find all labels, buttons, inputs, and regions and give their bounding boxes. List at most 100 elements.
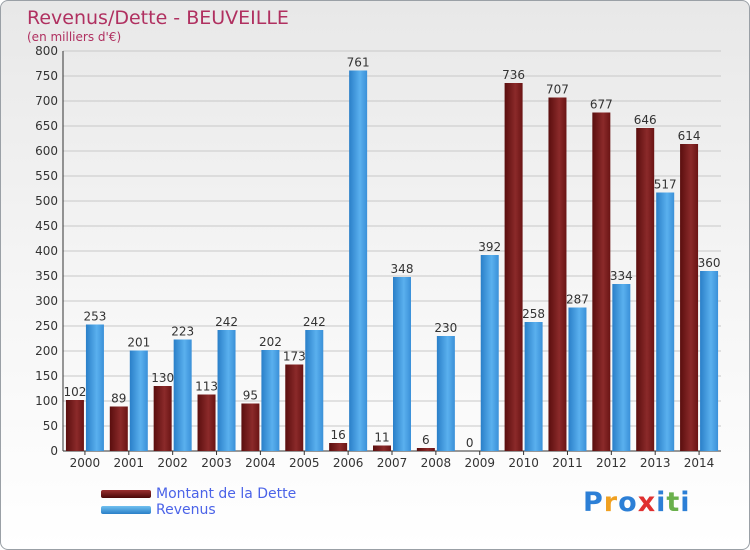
bar-revenus	[173, 339, 192, 451]
y-tick-label: 400	[35, 244, 58, 258]
bar-revenus	[129, 350, 148, 451]
x-tick-label: 2004	[245, 456, 276, 470]
data-label: 102	[63, 385, 86, 399]
y-tick-label: 550	[35, 169, 58, 183]
bar-dette	[373, 445, 391, 451]
bar-dette	[329, 443, 348, 451]
x-tick-label: 2014	[684, 456, 715, 470]
bar-revenus	[524, 322, 543, 451]
bar-revenus	[349, 70, 368, 451]
data-label: 761	[347, 56, 370, 70]
logo-letter: r	[603, 487, 619, 518]
bar-revenus	[261, 350, 280, 451]
data-label: 201	[127, 336, 150, 350]
data-label: 707	[546, 83, 569, 97]
y-tick-label: 600	[35, 144, 58, 158]
data-label: 113	[195, 380, 218, 394]
y-tick-label: 750	[35, 69, 58, 83]
bar-dette	[65, 400, 84, 451]
x-tick-label: 2009	[464, 456, 495, 470]
data-label: 517	[654, 178, 677, 192]
bar-revenus	[700, 271, 719, 451]
data-label: 130	[151, 371, 174, 385]
bar-revenus	[568, 307, 587, 451]
y-tick-label: 500	[35, 194, 58, 208]
logo-letter: P	[583, 487, 604, 518]
x-tick-label: 2008	[421, 456, 452, 470]
x-tick-label: 2011	[552, 456, 583, 470]
data-label: 202	[259, 335, 282, 349]
x-tick-label: 2006	[333, 456, 364, 470]
legend-label-revenus: Revenus	[156, 502, 216, 518]
data-label: 677	[590, 98, 613, 112]
y-tick-label: 50	[43, 419, 58, 433]
y-tick-label: 0	[50, 444, 58, 458]
data-label: 253	[83, 310, 106, 324]
data-label: 392	[478, 240, 501, 254]
bar-dette	[109, 406, 128, 451]
bar-revenus	[656, 192, 675, 451]
y-tick-label: 300	[35, 294, 58, 308]
data-label: 173	[283, 350, 306, 364]
x-tick-label: 2005	[289, 456, 320, 470]
logo-letter: x	[637, 487, 657, 518]
bar-revenus	[612, 284, 631, 451]
logo-letter: i	[680, 487, 691, 518]
bar-dette	[636, 128, 655, 451]
x-tick-label: 2001	[114, 456, 145, 470]
x-tick-label: 2002	[157, 456, 188, 470]
data-label: 360	[698, 256, 721, 270]
legend-swatch-dette	[101, 490, 151, 498]
y-tick-label: 200	[35, 344, 58, 358]
x-tick-label: 2000	[70, 456, 101, 470]
data-label: 614	[678, 129, 701, 143]
y-tick-label: 450	[35, 219, 58, 233]
data-label: 0	[466, 436, 474, 450]
bar-revenus	[217, 330, 236, 451]
bar-dette	[416, 448, 435, 451]
bar-dette	[592, 112, 611, 451]
data-label: 348	[391, 262, 414, 276]
bar-dette	[680, 144, 699, 451]
bar-dette	[285, 364, 304, 451]
bar-dette	[504, 83, 523, 451]
legend-label-dette: Montant de la Dette	[156, 486, 297, 502]
bar-dette	[241, 403, 260, 451]
bar-revenus	[85, 324, 104, 451]
x-tick-label: 2012	[596, 456, 627, 470]
y-tick-label: 800	[35, 44, 58, 58]
data-label: 646	[634, 113, 657, 127]
data-label: 334	[610, 269, 633, 283]
data-label: 11	[374, 431, 389, 445]
bar-dette	[197, 394, 216, 451]
bar-revenus	[393, 277, 411, 451]
legend-swatch-revenus	[101, 506, 151, 514]
data-label: 223	[171, 325, 194, 339]
y-tick-label: 650	[35, 119, 58, 133]
y-tick-label: 250	[35, 319, 58, 333]
data-label: 230	[434, 321, 457, 335]
x-tick-label: 2003	[201, 456, 232, 470]
data-label: 95	[243, 389, 258, 403]
proxiti-logo: Proxiti	[583, 487, 691, 518]
y-tick-label: 700	[35, 94, 58, 108]
chart-title: Revenus/Dette - BEUVEILLE	[27, 7, 289, 29]
y-tick-label: 100	[35, 394, 58, 408]
data-label: 736	[502, 68, 525, 82]
y-tick-label: 150	[35, 369, 58, 383]
bar-revenus	[480, 255, 499, 451]
data-label: 258	[522, 307, 545, 321]
x-tick-label: 2007	[377, 456, 408, 470]
data-label: 6	[422, 433, 430, 447]
y-tick-label: 350	[35, 269, 58, 283]
x-tick-label: 2010	[508, 456, 539, 470]
data-label: 89	[111, 392, 126, 406]
bar-dette	[153, 386, 172, 451]
bar-revenus	[305, 330, 324, 451]
logo-letter: t	[666, 487, 681, 518]
chart-subtitle: (en milliers d'€)	[27, 30, 122, 44]
data-label: 287	[566, 293, 589, 307]
bar-dette	[548, 97, 567, 451]
